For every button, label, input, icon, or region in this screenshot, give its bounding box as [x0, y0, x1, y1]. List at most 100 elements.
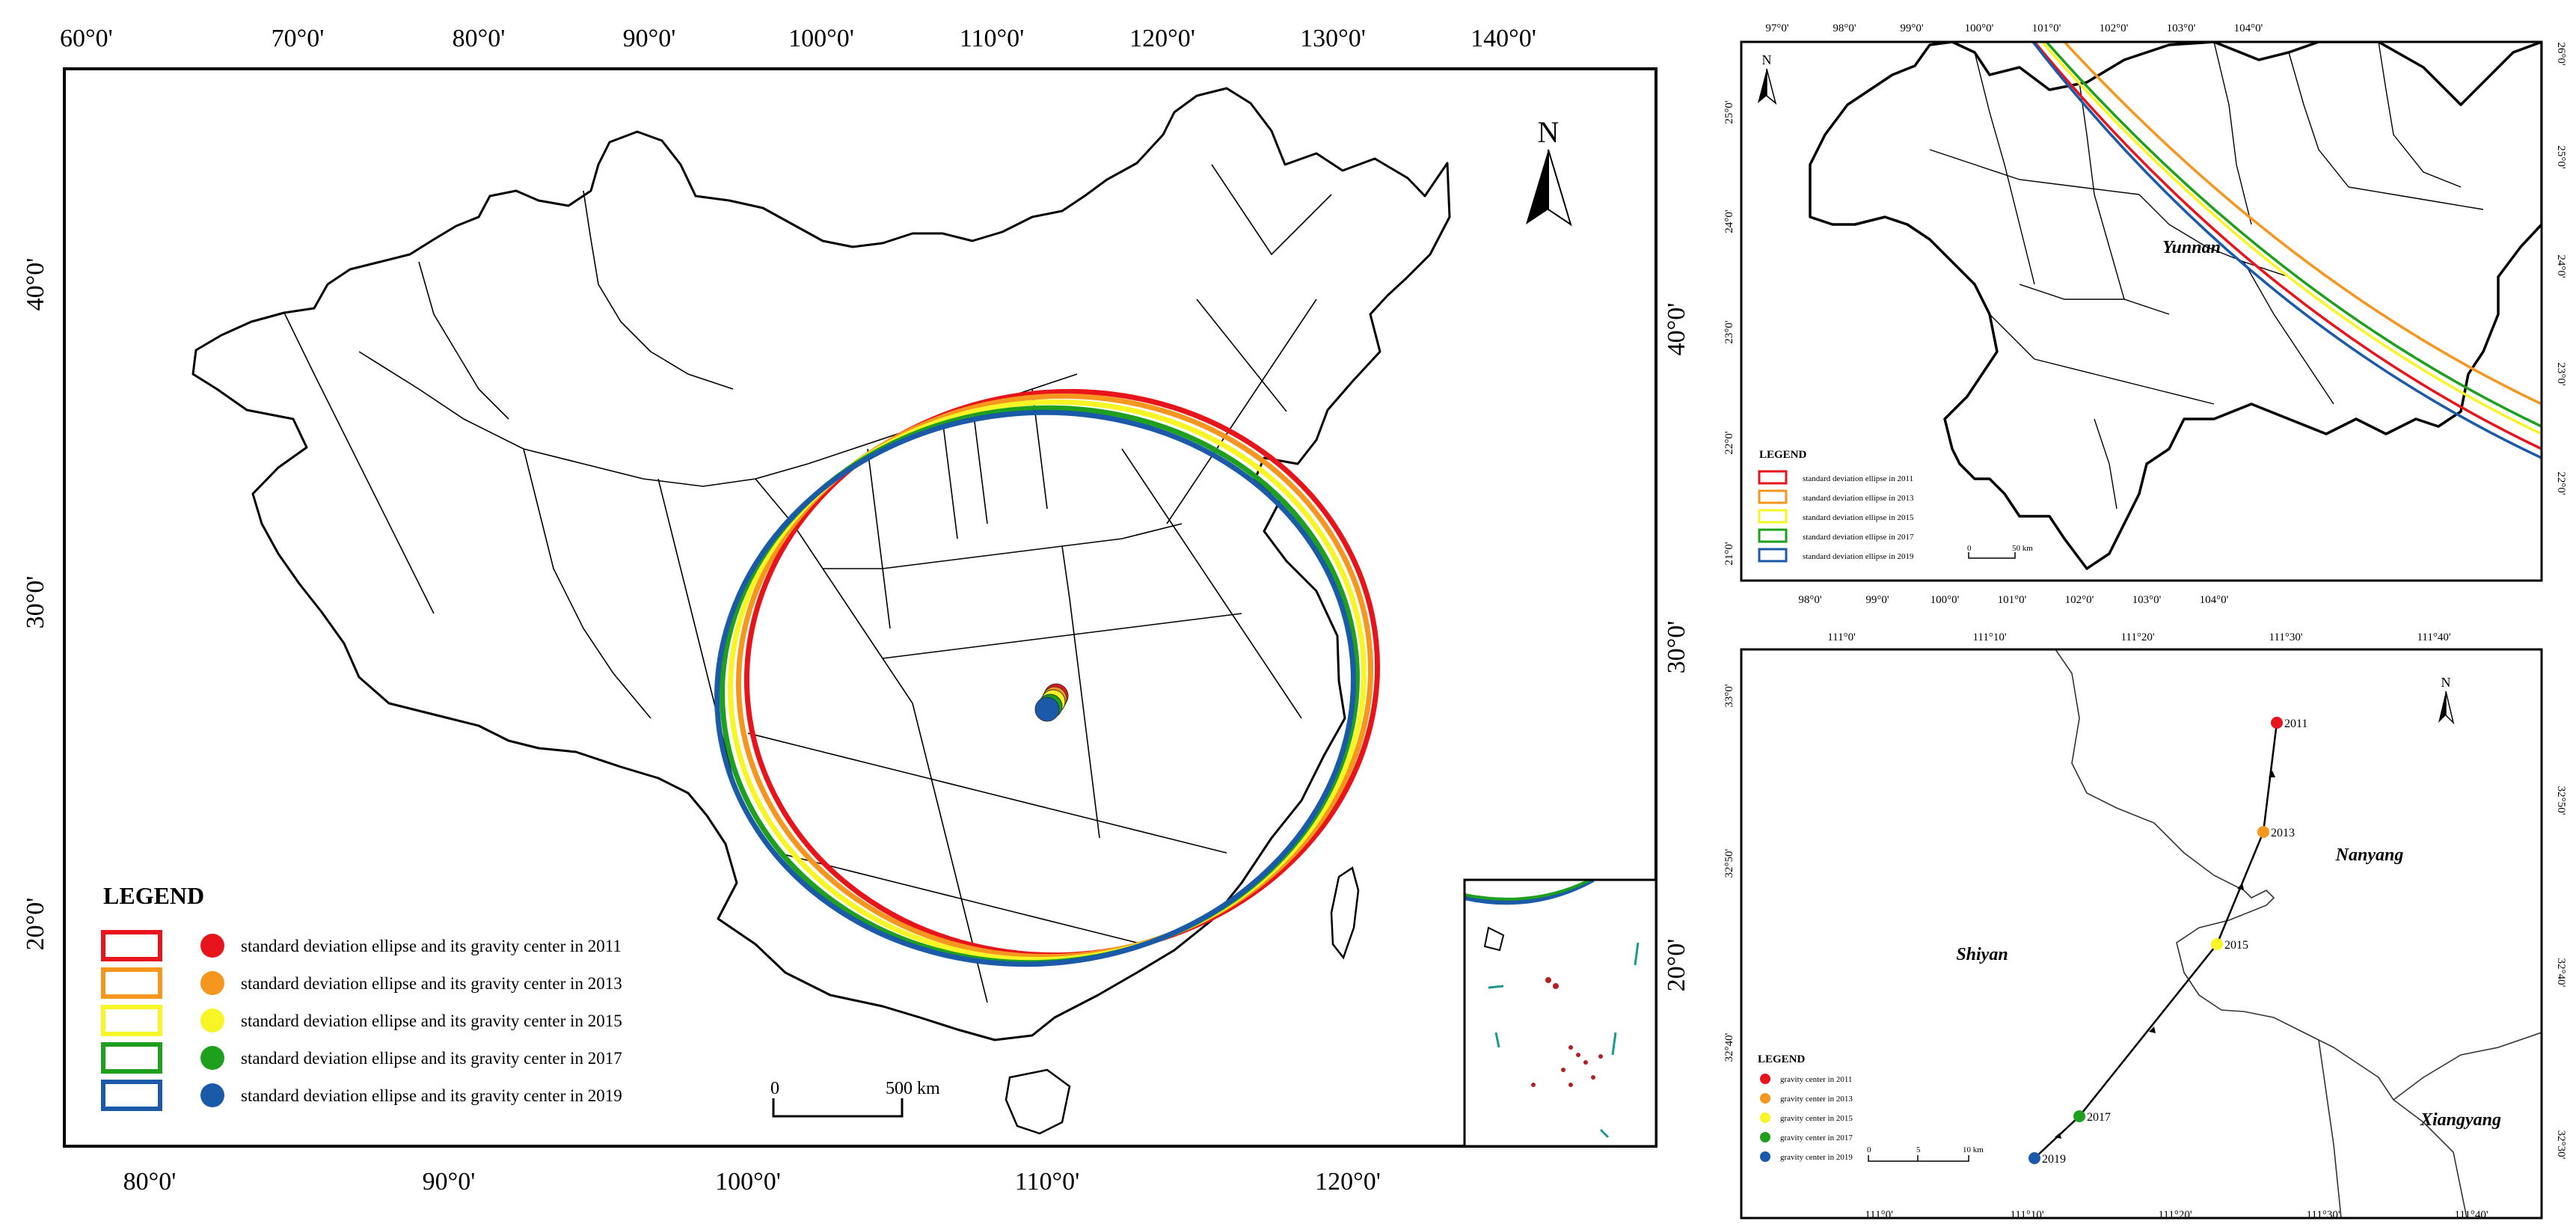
north-arrow-icon [1758, 69, 1767, 103]
main-top-tick: 70°0' [272, 25, 325, 52]
track-year-label: 2013 [2271, 827, 2295, 839]
track-point-2017 [2073, 1110, 2085, 1122]
track-point-2019 [2028, 1152, 2040, 1164]
yunnan-outline [1809, 42, 2542, 570]
main-map: 60°0' 70°0' 80°0' 90°0' 100°0' 110°0' 12… [22, 25, 1690, 1196]
city-boundaries [2055, 649, 2542, 1218]
hainan-island [1005, 1068, 1071, 1135]
yunnan-left-tick: 22°0' [1723, 431, 1735, 454]
main-top-tick: 90°0' [623, 25, 676, 52]
yunnan-legend-label: standard deviation ellipse in 2011 [1803, 474, 1913, 483]
yunnan-bottom-tick: 103°0' [2132, 594, 2162, 606]
scale-end: 500 km [886, 1079, 940, 1098]
legend-label: standard deviation ellipse and its gravi… [241, 974, 622, 993]
legend-item-2015: standard deviation ellipse and its gravi… [101, 1005, 622, 1036]
yunnan-top-tick: 99°0' [1900, 22, 1923, 34]
track-top-tick: 111°0' [1827, 631, 1856, 643]
gravity-centers [1034, 683, 1069, 722]
main-right-tick: 40°0' [1663, 303, 1690, 356]
north-arrow-icon [2438, 691, 2446, 723]
yunnan-left-tick: 23°0' [1723, 320, 1735, 343]
yunnan-bottom-tick: 100°0' [1931, 594, 1960, 606]
yunnan-top-tick: 103°0' [2167, 22, 2196, 34]
yunnan-right-ticks: 26°0' 25°0' 24°0' 23°0' 22°0' [2555, 42, 2567, 495]
ellipse-2019 [714, 409, 1356, 967]
place-nanyang: Nanyang [2335, 845, 2404, 865]
south-china-sea-inset [1463, 878, 1657, 1148]
yunnan-top-ticks: 97°0' 98°0' 99°0' 100°0' 101°0' 102°0' 1… [1765, 22, 2263, 34]
track-map: 111°0' 111°10' 111°20' 111°30' 111°40' 1… [1723, 631, 2567, 1221]
main-legend: LEGEND standard deviation ellipse and it… [101, 882, 622, 1111]
yunnan-arc-2017 [2045, 42, 2542, 428]
main-scale-bar: 0 500 km [770, 1079, 940, 1118]
track-left-tick: 33°0' [1723, 684, 1735, 707]
yunnan-left-ticks: 25°0' 24°0' 23°0' 22°0' 21°0' [1723, 100, 1735, 565]
legend-item-2013: standard deviation ellipse and its gravi… [101, 967, 622, 999]
yunnan-arc-2015 [2040, 42, 2542, 435]
main-bottom-tick: 90°0' [423, 1168, 476, 1196]
china-outline [191, 87, 1451, 1041]
legend-item-2019: standard deviation ellipse and its gravi… [101, 1080, 622, 1111]
track-scale-mid: 5 [1916, 1145, 1921, 1154]
yunnan-arc-2019 [2031, 42, 2542, 459]
yunnan-right-tick: 22°0' [2555, 471, 2567, 495]
yunnan-legend: LEGEND standard deviation ellipse in 201… [1758, 449, 1914, 563]
track-legend: LEGEND gravity center in 2011 gravity ce… [1758, 1053, 1853, 1162]
main-left-tick: 30°0' [22, 576, 49, 629]
track-year-label: 2011 [2284, 717, 2307, 730]
legend-label: standard deviation ellipse and its gravi… [241, 937, 622, 955]
track-left-tick: 32°40' [1723, 1032, 1735, 1062]
track-legend-label: gravity center in 2013 [1780, 1095, 1853, 1104]
standard-deviation-ellipses [714, 388, 1381, 967]
main-top-ticks: 60°0' 70°0' 80°0' 90°0' 100°0' 110°0' 12… [60, 25, 1536, 52]
main-top-tick: 130°0' [1300, 25, 1366, 52]
north-arrow: N [1526, 115, 1572, 227]
main-top-tick: 60°0' [60, 25, 113, 52]
legend-item-2017: standard deviation ellipse and its gravi… [101, 1042, 622, 1074]
yunnan-top-tick: 100°0' [1965, 22, 1994, 34]
track-point-2015 [2211, 938, 2223, 950]
main-bottom-tick: 80°0' [123, 1168, 177, 1196]
track-left-ticks: 33°0' 32°50' 32°40' [1723, 684, 1735, 1062]
taiwan-island [1330, 866, 1360, 960]
track-point-2013 [2257, 826, 2269, 838]
legend-label: standard deviation ellipse and its gravi… [241, 1086, 622, 1105]
track-top-ticks: 111°0' 111°10' 111°20' 111°30' 111°40' [1827, 631, 2451, 643]
yunnan-top-tick: 97°0' [1765, 22, 1788, 34]
track-legend-label: gravity center in 2015 [1780, 1114, 1853, 1123]
track-scale-end: 10 km [1963, 1145, 1984, 1154]
yunnan-left-tick: 24°0' [1723, 209, 1735, 233]
yunnan-legend-title: LEGEND [1759, 449, 1807, 461]
main-left-tick: 40°0' [22, 258, 49, 311]
yunnan-left-tick: 25°0' [1723, 100, 1735, 123]
yunnan-top-tick: 98°0' [1833, 22, 1856, 34]
main-top-tick: 100°0' [788, 25, 854, 52]
yunnan-bottom-ticks: 98°0' 99°0' 100°0' 101°0' 102°0' 103°0' … [1798, 594, 2228, 606]
track-year-label: 2015 [2224, 939, 2248, 952]
yunnan-ellipse-arcs [2031, 42, 2542, 459]
track-legend-label: gravity center in 2019 [1780, 1153, 1853, 1162]
yunnan-right-tick: 26°0' [2555, 42, 2567, 65]
track-right-ticks: 32°50' 32°40' 32°30' [2555, 786, 2567, 1160]
yunnan-scale-bar: 0 50 km [1967, 544, 2033, 559]
yunnan-legend-label: standard deviation ellipse in 2017 [1803, 533, 1914, 542]
yunnan-right-tick: 23°0' [2555, 362, 2567, 385]
north-arrow-icon [1526, 150, 1548, 224]
track-bottom-tick: 111°10' [2010, 1209, 2043, 1221]
track-scale-zero: 0 [1867, 1145, 1871, 1154]
track-top-tick: 111°30' [2269, 631, 2302, 643]
main-bottom-ticks: 80°0' 90°0' 100°0' 110°0' 120°0' [123, 1168, 1381, 1196]
yunnan-bottom-tick: 101°0' [1998, 594, 2027, 606]
yunnan-bottom-tick: 99°0' [1865, 594, 1889, 606]
yunnan-legend-label: standard deviation ellipse in 2019 [1803, 552, 1914, 561]
track-year-label: 2017 [2087, 1111, 2111, 1124]
track-bottom-ticks: 111°0' 111°10' 111°20' 111°30' 111°40' [1865, 1209, 2488, 1221]
yunnan-right-tick: 24°0' [2555, 254, 2567, 278]
yunnan-right-tick: 25°0' [2555, 145, 2567, 168]
track-north-label: N [2441, 675, 2451, 690]
inset-frame [1463, 878, 1657, 1148]
center-2019 [1034, 697, 1060, 722]
legend-item-2011: standard deviation ellipse and its gravi… [101, 930, 622, 961]
main-bottom-tick: 120°0' [1315, 1168, 1381, 1196]
